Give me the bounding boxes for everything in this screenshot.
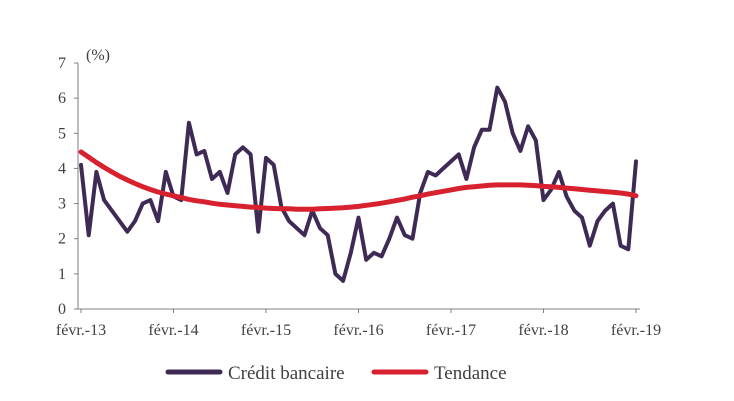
y-axis-unit-label: (%) <box>86 47 110 64</box>
x-tick-label: févr.-13 <box>56 322 106 339</box>
legend-label-tendance: Tendance <box>434 363 507 384</box>
x-tick-label: févr.-16 <box>333 322 383 339</box>
x-tick-label: févr.-17 <box>426 322 476 339</box>
y-axis-ticks: 0 1 2 3 4 5 6 7 <box>58 55 78 318</box>
y-tick-label: 0 <box>58 301 66 318</box>
series-line-tendance <box>78 149 639 212</box>
series-layer <box>78 85 639 283</box>
x-tick-label: févr.-18 <box>518 322 568 339</box>
series-line-credit-bancaire <box>79 85 638 283</box>
x-axis-ticks: févr.-13 févr.-14 févr.-15 févr.-16 févr.-17… <box>56 309 661 339</box>
x-tick-label: févr.-14 <box>148 322 198 339</box>
y-tick-label: 7 <box>58 55 66 72</box>
legend: Crédit bancaire Tendance <box>165 363 507 384</box>
y-tick-label: 5 <box>58 125 66 142</box>
legend-label-credit-bancaire: Crédit bancaire <box>228 363 345 384</box>
x-tick-label: févr.-15 <box>241 322 291 339</box>
y-tick-label: 3 <box>58 196 66 213</box>
x-tick-label: févr.-19 <box>611 322 661 339</box>
y-tick-label: 6 <box>58 90 66 107</box>
y-tick-label: 2 <box>58 231 66 248</box>
y-tick-label: 1 <box>58 266 66 283</box>
y-tick-label: 4 <box>58 160 66 177</box>
